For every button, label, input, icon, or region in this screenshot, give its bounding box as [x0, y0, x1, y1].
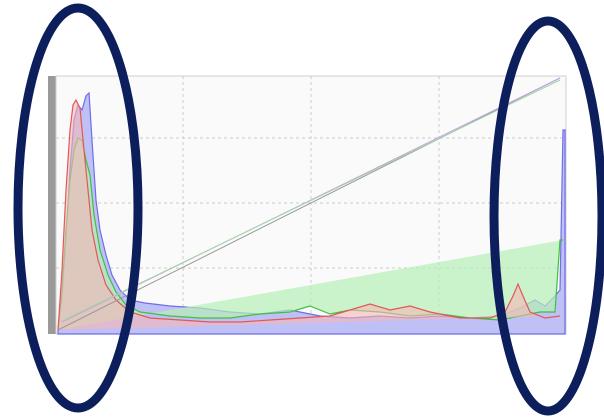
gradient-bar: [48, 76, 56, 334]
red-histogram: [57, 98, 561, 331]
highlight-ellipse: [489, 16, 604, 416]
curve-line: [63, 79, 561, 321]
curves: [57, 77, 561, 331]
highlight-ellipse: [13, 3, 143, 413]
